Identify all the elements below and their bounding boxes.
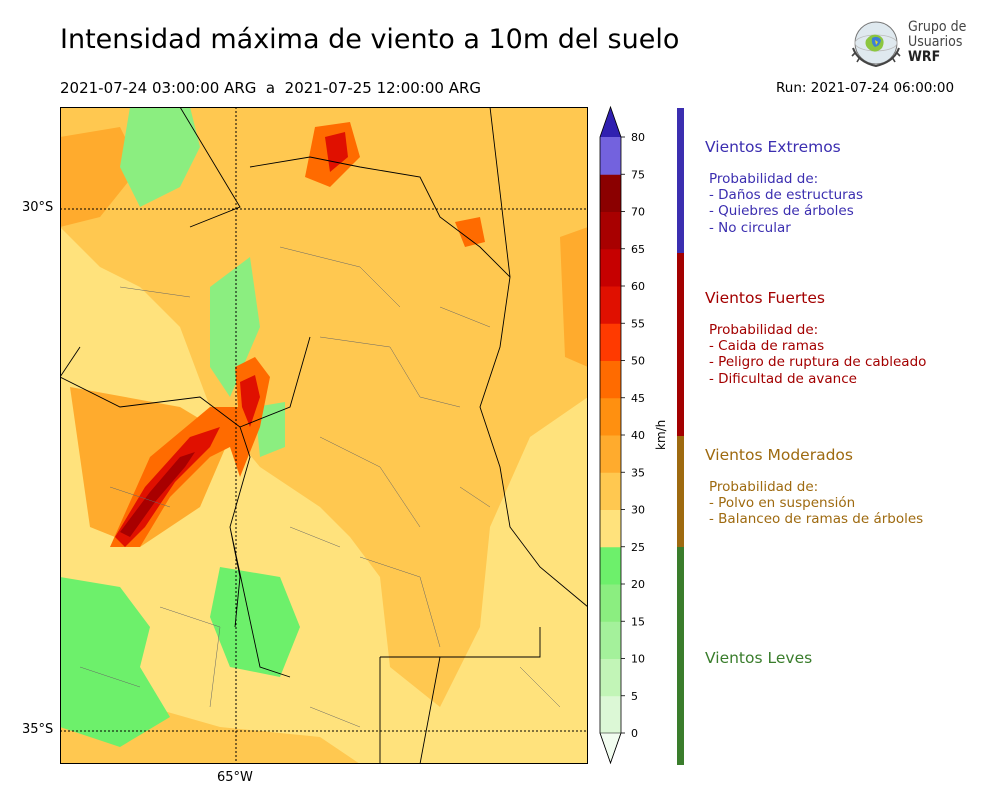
- colorbar-segment: [600, 137, 621, 175]
- category-description: Probabilidad de: - Polvo en suspensión -…: [705, 479, 923, 528]
- colorbar-tick-label: 55: [631, 317, 645, 330]
- wind-zone-30-35: [60, 107, 588, 707]
- colorbar: 0 5 10 15 20 25 30 35 40 45 50 55 60 65 70 75 80: [599, 105, 645, 765]
- category-line: - Caida de ramas: [709, 338, 825, 355]
- wind-zone-strong-patch: [455, 217, 485, 247]
- wind-zone-strong-northeast-core: [325, 132, 348, 172]
- lon-label-65w: 65°W: [217, 770, 253, 785]
- wind-zone-light-west: [60, 577, 170, 747]
- colorbar-segment: [600, 658, 621, 697]
- colorbar-tick-label: 10: [631, 653, 645, 666]
- category-line: Probabilidad de:: [709, 171, 819, 187]
- category-title: Vientos Leves: [705, 649, 813, 667]
- colorbar-segment: [600, 435, 621, 473]
- wind-zone-30-35-south: [60, 667, 360, 764]
- category-bar-leves: [677, 547, 684, 765]
- wind-zone-extreme-core: [120, 452, 195, 537]
- category-leves: Vientos Leves: [705, 649, 812, 667]
- province-border: [60, 107, 588, 764]
- colorbar-extend-min: [599, 732, 622, 764]
- category-line: - Balanceo de ramas de árboles: [709, 511, 924, 528]
- category-bar-extremos: [677, 108, 684, 253]
- category-extremos: Vientos Extremos Probabilidad de: - Daño…: [705, 138, 863, 236]
- colorbar-segment: [600, 360, 621, 399]
- wind-zone-35-40-north: [60, 127, 140, 227]
- category-line: - Daños de estructuras: [709, 187, 864, 204]
- logo-text-line1: Grupo de: [908, 19, 967, 35]
- wind-zone-light-east: [255, 402, 285, 457]
- category-bar-moderados: [677, 436, 684, 547]
- colorbar-segment: [600, 621, 621, 659]
- colorbar-unit-label: km/h: [654, 419, 668, 450]
- colorbar-tick-label: 80: [631, 131, 645, 144]
- map-frame: [60, 107, 588, 764]
- category-line: - Peligro de ruptura de cableado: [709, 354, 927, 371]
- colorbar-tick-label: 65: [631, 243, 645, 256]
- wind-zone-strong-north-core: [240, 375, 260, 427]
- category-line: - Polvo en suspensión: [709, 495, 856, 512]
- colorbar-tick-label: 20: [631, 578, 645, 591]
- colorbar-segment: [600, 509, 621, 548]
- globe-icon: [851, 21, 901, 68]
- colorbar-tick-label: 0: [631, 727, 638, 740]
- category-description: Probabilidad de: - Daños de estructuras …: [705, 171, 863, 236]
- category-fuertes: Vientos Fuertes Probabilidad de: - Caida…: [705, 289, 926, 387]
- colorbar-tick-label: 45: [631, 392, 645, 405]
- wind-zone-35-40: [560, 227, 588, 367]
- category-line: - Dificultad de avance: [709, 370, 857, 387]
- category-bar-fuertes: [677, 253, 684, 436]
- grupo-wrf-logo: Grupo de Usuarios WRF: [848, 18, 968, 72]
- colorbar-segment: [600, 248, 621, 287]
- colorbar-segment: [600, 546, 621, 585]
- run-time: Run: 2021-07-24 06:00:00: [776, 80, 955, 96]
- colorbar-tick-label: 50: [631, 355, 645, 368]
- lat-label-30s: 30°S: [22, 200, 54, 215]
- colorbar-segment: [600, 286, 621, 324]
- colorbar-extend-max: [600, 107, 621, 137]
- colorbar-tick-label: 35: [631, 466, 645, 479]
- category-title: Vientos Extremos: [705, 138, 841, 156]
- colorbar-segment: [600, 174, 621, 212]
- chart-title: Intensidad máxima de viento a 10m del su…: [60, 24, 680, 55]
- colorbar-tick-label: 60: [631, 280, 645, 293]
- category-line: - No circular: [709, 219, 791, 236]
- category-title: Vientos Moderados: [705, 446, 853, 464]
- colorbar-tick-label: 75: [631, 168, 645, 181]
- colorbar-segment: [600, 472, 621, 510]
- colorbar-tick-label: 25: [631, 541, 645, 554]
- colorbar-tick-label: 30: [631, 504, 645, 517]
- colorbar-tick-label: 15: [631, 615, 645, 628]
- department-borders: [79, 246, 561, 728]
- wind-map: [60, 107, 588, 764]
- wind-zone-light-center: [210, 257, 260, 397]
- category-title: Vientos Fuertes: [705, 289, 825, 307]
- lat-label-35s: 35°S: [22, 722, 54, 737]
- colorbar-segment: [600, 211, 621, 250]
- wind-zone-light-north: [120, 107, 200, 207]
- category-line: Probabilidad de:: [709, 322, 819, 338]
- colorbar-segment: [600, 695, 621, 734]
- colorbar-segment: [600, 584, 621, 622]
- category-moderados: Vientos Moderados Probabilidad de: - Pol…: [705, 446, 923, 528]
- wind-zone-light-south: [210, 567, 300, 677]
- colorbar-tick-label: 5: [631, 690, 638, 703]
- colorbar-segment: [600, 397, 621, 436]
- logo-text-wrf: WRF: [908, 49, 941, 65]
- logo-text-line2: Usuarios: [908, 34, 963, 50]
- colorbar-tick-label: 70: [631, 206, 645, 219]
- forecast-period: 2021-07-24 03:00:00 ARG a 2021-07-25 12:…: [60, 79, 482, 97]
- wind-zone-30-35-east: [360, 487, 460, 637]
- colorbar-segment: [600, 323, 621, 361]
- category-line: Probabilidad de:: [709, 479, 819, 495]
- colorbar-tick-label: 40: [631, 429, 645, 442]
- category-line: - Quiebres de árboles: [709, 203, 854, 220]
- category-description: Probabilidad de: - Caida de ramas - Peli…: [705, 322, 926, 387]
